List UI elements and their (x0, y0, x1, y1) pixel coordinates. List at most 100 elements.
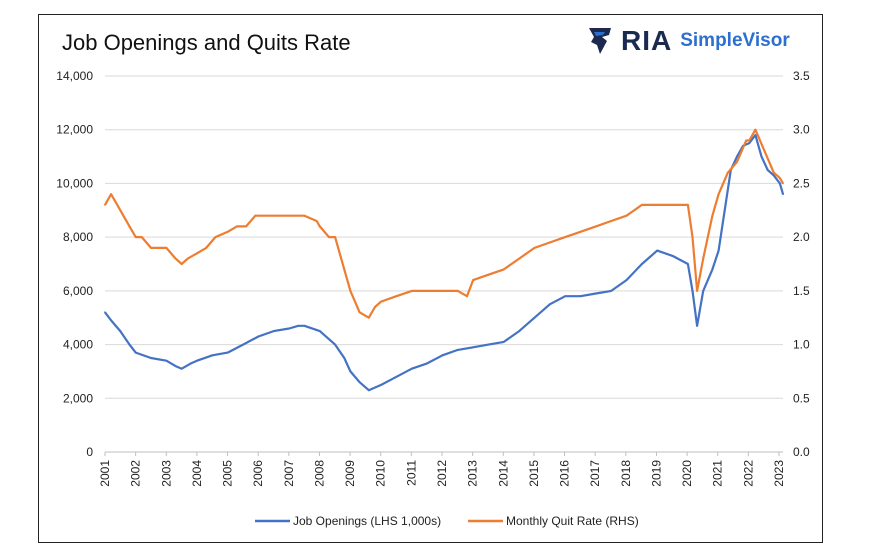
x-tick-label: 2004 (190, 460, 204, 487)
data-point (110, 193, 112, 196)
data-point (134, 351, 137, 354)
data-point (564, 236, 567, 239)
data-point (358, 311, 361, 314)
data-point (426, 362, 428, 365)
data-point (380, 384, 382, 386)
x-tick-label: 2020 (680, 460, 694, 487)
data-point (426, 290, 428, 292)
data-point (410, 290, 413, 292)
x-tick-label: 2015 (527, 460, 541, 487)
x-tick-label: 2003 (159, 460, 173, 487)
y-left-tick-label: 0 (86, 445, 93, 459)
data-point (696, 324, 698, 327)
data-point (533, 316, 536, 319)
data-point (205, 247, 208, 249)
data-point (128, 343, 131, 346)
data-point (190, 362, 192, 365)
data-point (763, 150, 766, 153)
data-point (610, 220, 613, 222)
y-left-tick-label: 14,000 (56, 69, 93, 83)
legend-label-1: Job Openings (LHS 1,000s) (293, 514, 441, 528)
data-point (748, 142, 751, 145)
data-point (702, 257, 705, 260)
data-point (772, 174, 775, 177)
data-point (472, 346, 474, 349)
data-point (702, 290, 705, 292)
data-point (110, 319, 112, 322)
data-point (340, 257, 343, 260)
data-point (297, 324, 300, 327)
data-point (180, 367, 183, 370)
data-point (456, 349, 459, 351)
data-point (334, 343, 336, 346)
data-point (104, 311, 106, 314)
data-point (116, 204, 119, 206)
data-point (772, 171, 775, 174)
data-point (226, 230, 229, 233)
series-line-2 (104, 128, 784, 319)
data-point (226, 351, 229, 354)
data-point (214, 236, 217, 239)
data-point (380, 300, 382, 303)
data-point (303, 214, 306, 217)
data-point (656, 204, 659, 206)
data-point (318, 225, 321, 228)
data-point (122, 214, 125, 217)
x-tick-label: 2017 (588, 460, 602, 487)
data-point (779, 182, 781, 185)
data-point (564, 295, 567, 298)
data-point (180, 263, 183, 265)
data-point (656, 249, 659, 252)
x-tick-label: 2005 (221, 460, 235, 487)
series-line-1 (104, 134, 785, 392)
data-point (745, 139, 748, 142)
data-point (518, 330, 521, 332)
x-tick-label: 2023 (772, 460, 786, 487)
data-point (472, 279, 474, 281)
data-point (349, 290, 352, 292)
data-point (466, 295, 468, 298)
x-tick-label: 2016 (558, 460, 572, 487)
data-point (671, 255, 674, 257)
data-point (754, 128, 757, 131)
data-point (395, 375, 398, 378)
data-point (736, 161, 738, 163)
y-right-tick-label: 2.5 (793, 176, 810, 190)
y-right-tick-label: 0.5 (793, 391, 810, 405)
data-point (119, 330, 122, 332)
data-point (174, 257, 177, 260)
data-point (196, 359, 198, 362)
x-tick-label: 2007 (282, 460, 296, 487)
data-point (441, 354, 444, 357)
data-point (236, 225, 238, 228)
y-right-tick-label: 3.5 (793, 69, 810, 83)
data-point (687, 204, 689, 206)
brand-mark: RIA (621, 25, 673, 56)
x-tick-label: 2011 (404, 460, 418, 486)
x-tick-label: 2021 (711, 460, 725, 487)
x-tick-label: 2002 (129, 460, 143, 487)
data-point (687, 263, 689, 265)
data-point (533, 247, 536, 249)
data-point (748, 139, 751, 142)
y-left-tick-label: 6,000 (63, 284, 93, 298)
data-point (254, 214, 257, 217)
data-point (186, 257, 189, 260)
x-axis-ticks: 2001 2002 2003 2004 2005 2006 2007 2008 2009 2010… (98, 452, 786, 487)
data-point (196, 252, 198, 255)
data-point (272, 214, 275, 217)
data-point (754, 134, 757, 137)
data-point (579, 230, 582, 233)
y-right-tick-label: 2.0 (793, 230, 810, 244)
x-tick-label: 2014 (496, 460, 510, 487)
x-tick-label: 2012 (435, 460, 449, 487)
data-point (257, 335, 260, 338)
y-right-tick-label: 0.0 (793, 445, 810, 459)
data-point (691, 290, 694, 292)
data-point (165, 359, 168, 362)
data-point (723, 209, 726, 212)
data-point (579, 295, 582, 298)
data-point (272, 330, 275, 332)
data-point (779, 177, 781, 180)
data-point (441, 290, 444, 292)
